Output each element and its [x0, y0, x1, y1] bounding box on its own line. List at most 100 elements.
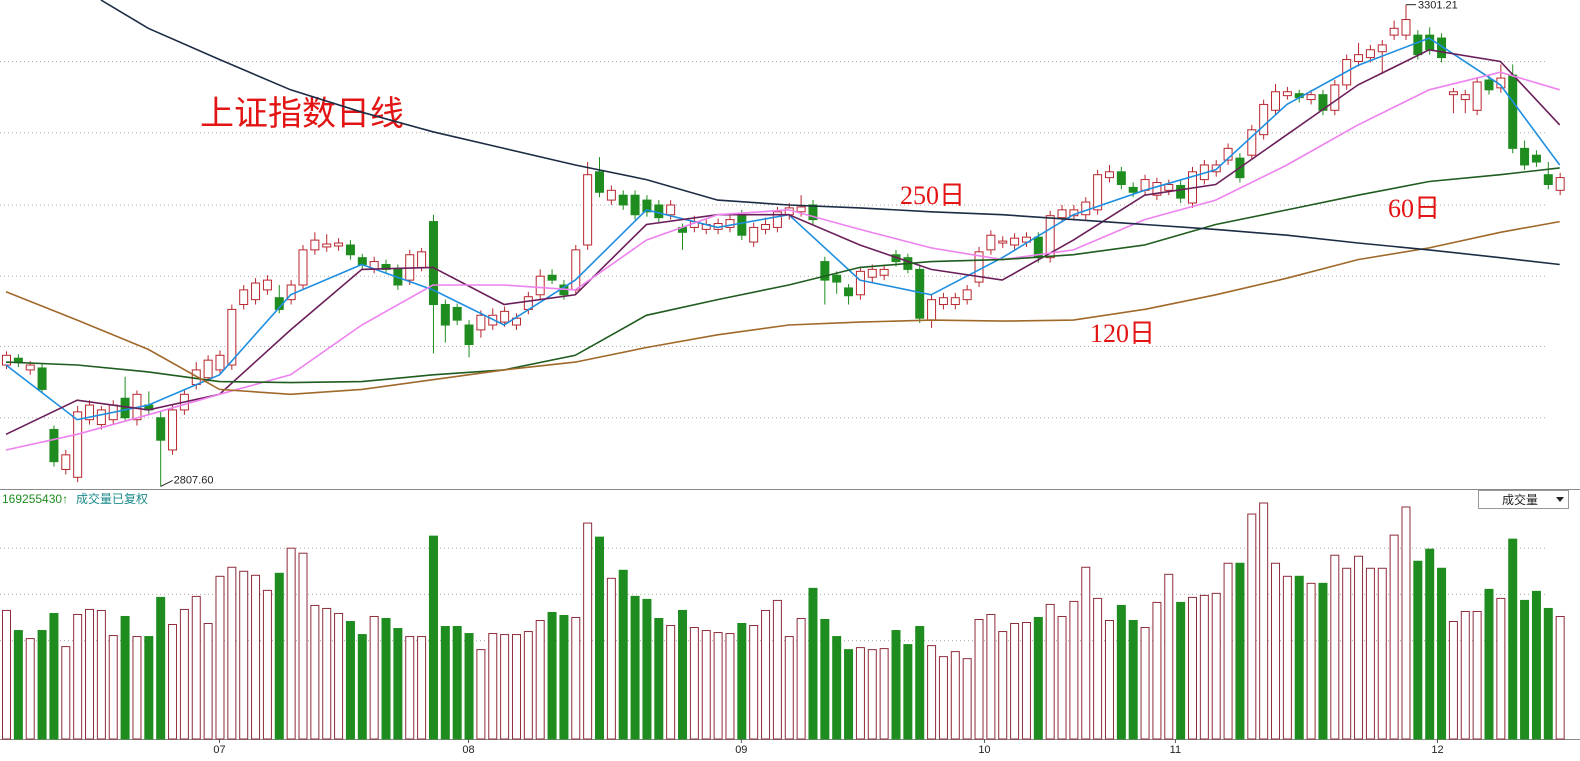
extreme-label: 2807.60 — [174, 474, 214, 486]
candle-body — [618, 194, 628, 206]
candle-body — [25, 364, 35, 371]
volume-bar — [334, 612, 344, 740]
volume-bar — [796, 617, 806, 740]
volume-bar — [488, 633, 498, 740]
candle-body — [1413, 34, 1423, 56]
volume-bar — [1330, 554, 1340, 740]
volume-bar — [761, 609, 771, 740]
moving-average-line — [5, 167, 1560, 384]
volume-bar — [428, 535, 438, 740]
volume-bar — [1460, 610, 1470, 740]
volume-bar — [1093, 597, 1103, 740]
volume-bar — [1128, 619, 1138, 740]
volume-bar — [357, 634, 367, 740]
volume-bar — [867, 649, 877, 740]
volume-bar — [820, 618, 830, 740]
candle-body — [927, 299, 937, 321]
candle-body — [96, 409, 106, 426]
line-label: 60日 — [1388, 194, 1440, 223]
extreme-pointer — [160, 480, 173, 487]
candle-body — [642, 199, 652, 213]
volume-bar — [654, 617, 664, 740]
volume-bar — [595, 536, 604, 740]
candle-body — [1377, 44, 1387, 53]
candle-body — [547, 274, 557, 281]
volume-bar — [1188, 596, 1197, 740]
volume-bar — [725, 633, 735, 740]
indicator-selector[interactable] — [1478, 490, 1569, 509]
volume-bar — [227, 566, 237, 740]
volume-bar — [891, 630, 901, 740]
candle-body — [1306, 94, 1316, 101]
volume-bar — [168, 624, 178, 740]
candle-body — [1021, 236, 1031, 243]
candle-body — [1472, 81, 1482, 111]
volume-bar — [381, 617, 391, 740]
candle-body — [500, 310, 510, 323]
volume-bar — [1318, 582, 1328, 740]
volume-bar — [49, 612, 59, 740]
candle-body — [334, 242, 344, 247]
volume-bar — [1437, 567, 1447, 740]
volume-bar — [1235, 562, 1245, 740]
volume-bar — [772, 599, 782, 740]
candle-body — [1520, 147, 1530, 166]
candle-body — [737, 214, 747, 236]
candle-body — [1425, 34, 1435, 51]
volume-bar — [191, 595, 201, 740]
candle-body — [1448, 91, 1458, 96]
candle-body — [1437, 37, 1447, 59]
volume-bar — [1104, 619, 1114, 740]
volume-bar — [1069, 600, 1079, 740]
volume-bar — [844, 649, 854, 740]
candle-body — [511, 317, 521, 326]
dropdown-arrow[interactable] — [1556, 497, 1564, 502]
candle-body — [1531, 154, 1541, 163]
candle-body — [606, 189, 616, 201]
volume-bar — [2, 609, 11, 740]
volume-bar — [986, 613, 996, 740]
volume-bar — [1282, 575, 1292, 740]
candle-body — [203, 359, 213, 379]
volume-bar — [974, 618, 984, 740]
volume-bar — [808, 587, 818, 740]
candle-body — [1484, 79, 1494, 91]
candle-body — [1057, 209, 1067, 219]
volume-bar — [239, 570, 249, 740]
volume-bar — [618, 569, 628, 740]
line-label: 250日 — [900, 181, 965, 210]
volume-bar — [1081, 566, 1091, 740]
moving-average-line — [5, 48, 1561, 436]
candle-body — [1164, 183, 1174, 191]
volume-bar — [938, 656, 948, 740]
volume-bar — [108, 635, 118, 740]
candle-body — [1116, 171, 1126, 185]
candle-body — [1508, 74, 1518, 149]
candle-body — [61, 454, 71, 470]
candle-body — [73, 411, 83, 478]
volume-bar — [61, 646, 71, 740]
candle-body — [772, 211, 782, 228]
volume-bar — [1140, 627, 1150, 740]
volume-bar — [298, 552, 308, 740]
volume-readout: 169255430↑ — [2, 492, 68, 506]
volume-bar — [1010, 623, 1020, 740]
candle-body — [452, 306, 462, 321]
candle-body — [215, 354, 225, 371]
volume-bar — [405, 636, 415, 740]
volume-bar — [13, 630, 23, 740]
candle-body — [2, 354, 11, 366]
volume-bar — [37, 630, 47, 740]
candle-body — [986, 234, 996, 251]
volume-bar — [1057, 615, 1067, 740]
volume-bar — [476, 649, 486, 740]
volume-bar — [203, 623, 213, 740]
candle-body — [808, 204, 818, 221]
candle-body — [13, 357, 23, 363]
candle-body — [1389, 27, 1399, 36]
candle-body — [168, 409, 178, 451]
indicator-selector-label[interactable]: 成交量 — [1502, 492, 1538, 507]
volume-bar — [630, 595, 640, 740]
candle-body — [239, 289, 249, 306]
